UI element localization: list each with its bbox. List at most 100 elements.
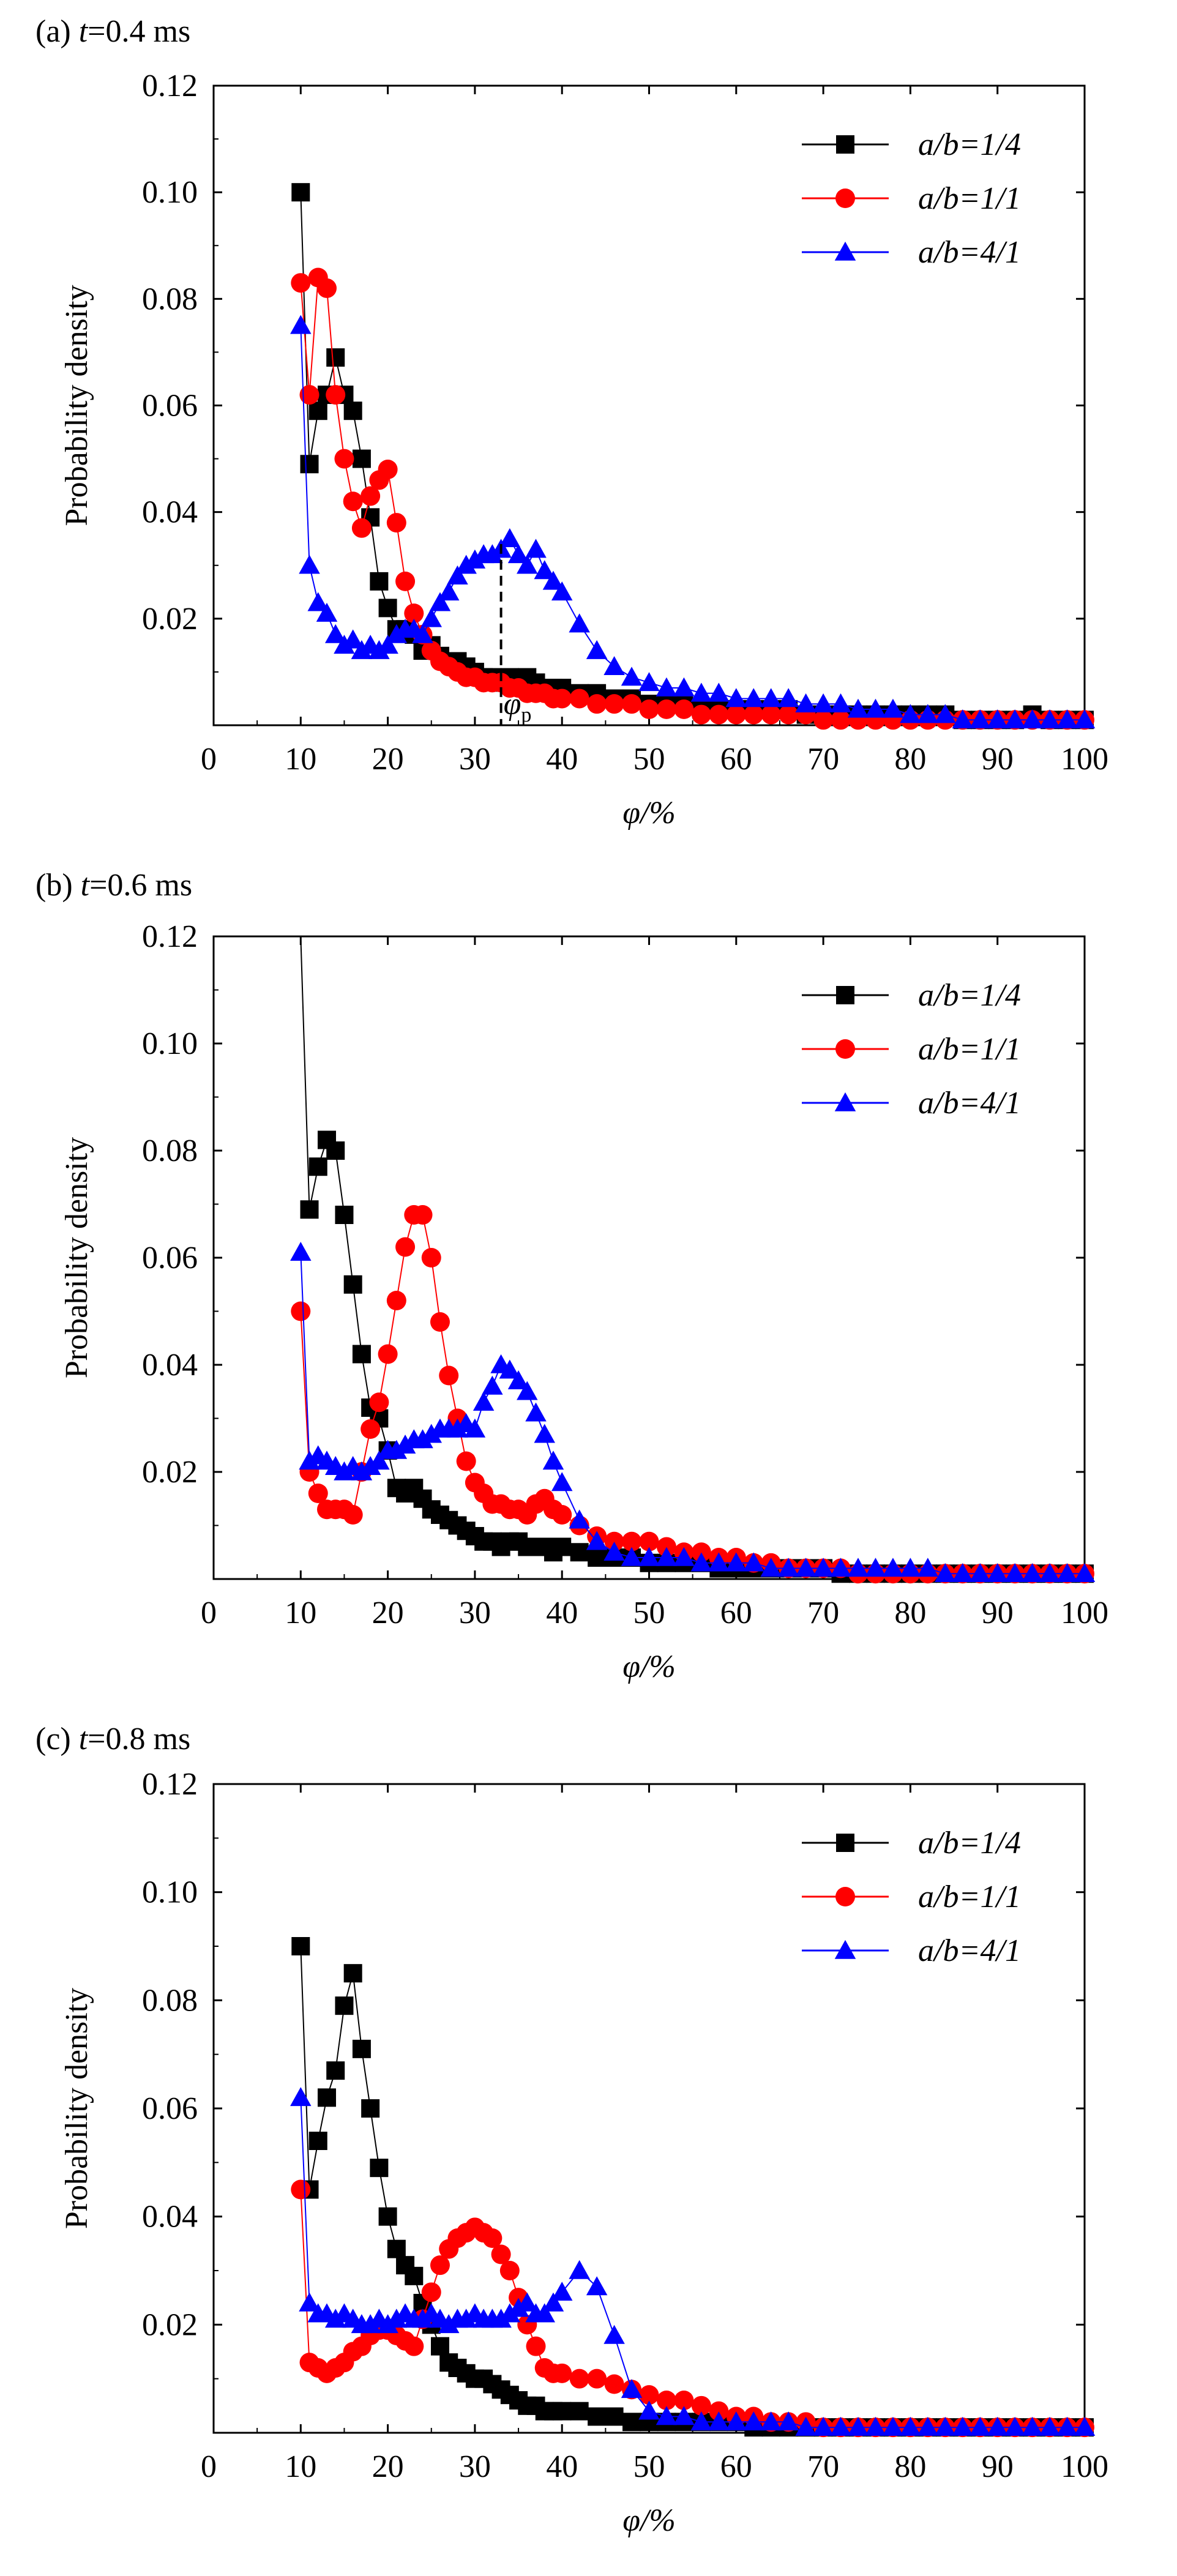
x-tick-label: 90 xyxy=(982,742,1014,777)
data-point xyxy=(386,1439,408,1459)
data-point xyxy=(622,2413,641,2432)
data-point xyxy=(603,1542,625,1561)
data-point xyxy=(334,635,355,654)
data-point xyxy=(378,460,398,479)
data-point xyxy=(969,1563,991,1583)
data-point xyxy=(691,1542,711,1562)
legend-label: a/b=4/1 xyxy=(918,235,1021,270)
data-point xyxy=(690,2411,712,2431)
data-point xyxy=(464,1418,486,1438)
data-point xyxy=(830,693,851,712)
data-point xyxy=(386,1291,406,1310)
data-point xyxy=(604,694,624,714)
data-point xyxy=(638,672,660,692)
panel-time-variable: t xyxy=(79,1722,89,1757)
data-point xyxy=(290,2087,312,2107)
legend-label: a/b=1/4 xyxy=(918,1826,1021,1861)
data-point xyxy=(420,1424,442,1443)
data-point xyxy=(969,709,991,729)
panel-time-value: =0.6 ms xyxy=(89,868,192,903)
x-tick-label: 30 xyxy=(459,742,491,777)
data-point xyxy=(673,2406,695,2425)
data-point xyxy=(795,2416,816,2436)
data-point xyxy=(482,2228,503,2248)
data-point xyxy=(291,1937,310,1955)
data-point xyxy=(369,1392,389,1413)
data-point xyxy=(447,565,468,584)
series-triangle xyxy=(290,315,1096,729)
data-point xyxy=(291,183,310,202)
x-tick-label: 60 xyxy=(720,2449,752,2484)
chart-panel-1: (a) t=0.4 ms 0 10 20 30 40 50 60 70 80 90 100 0.02 0.… xyxy=(35,14,1108,831)
x-tick-label: 60 xyxy=(720,1596,752,1630)
data-point xyxy=(542,1450,564,1470)
data-point xyxy=(316,278,337,298)
series-square xyxy=(291,1937,1094,2437)
data-point xyxy=(438,581,460,601)
data-point xyxy=(499,2261,520,2280)
x-tick-label: 0 xyxy=(201,742,217,777)
data-point xyxy=(455,2309,477,2328)
x-tick-label: 70 xyxy=(807,2449,839,2484)
data-point xyxy=(831,710,851,730)
data-point xyxy=(569,2369,589,2389)
data-point xyxy=(987,1563,1008,1583)
y-tick-label: 0.04 xyxy=(142,495,198,530)
x-tick-label: 100 xyxy=(1061,742,1108,777)
data-point xyxy=(517,1381,538,1400)
series-triangle xyxy=(290,1242,1096,1583)
data-point xyxy=(865,1558,886,1577)
data-point xyxy=(405,2266,424,2285)
data-point xyxy=(507,544,529,564)
data-point xyxy=(656,677,678,696)
x-axis-label: φ/% xyxy=(622,1649,676,1684)
data-point xyxy=(326,2061,345,2080)
data-point xyxy=(673,677,695,696)
data-point xyxy=(586,640,608,659)
data-point xyxy=(517,2292,538,2312)
data-point xyxy=(1039,1563,1061,1583)
data-point xyxy=(1056,709,1078,729)
data-point xyxy=(430,2255,450,2275)
legend-marker xyxy=(836,986,854,1004)
data-point xyxy=(377,635,398,654)
data-point xyxy=(603,2324,625,2344)
data-point xyxy=(935,1563,956,1583)
annotation-symbol: φ xyxy=(504,687,521,722)
data-point xyxy=(569,613,590,633)
y-axis-label: Probability density xyxy=(59,1137,94,1378)
data-point xyxy=(760,2411,782,2431)
data-point xyxy=(761,704,781,725)
data-point xyxy=(507,2298,529,2317)
data-point xyxy=(551,1472,573,1491)
data-point xyxy=(847,2416,869,2436)
data-point xyxy=(900,704,921,723)
series-triangle xyxy=(290,2087,1096,2436)
panel-label: (b) xyxy=(35,868,81,903)
data-point xyxy=(343,1505,363,1525)
panel-heading: (b) t=0.6 ms xyxy=(35,868,192,903)
data-point xyxy=(621,666,643,686)
data-point xyxy=(395,1237,416,1257)
data-point xyxy=(743,1552,764,1572)
y-axis-label: Probability density xyxy=(59,1988,94,2229)
data-point xyxy=(464,549,486,569)
data-point xyxy=(709,704,729,725)
data-point xyxy=(638,2400,660,2420)
data-point xyxy=(570,1543,589,1562)
data-point xyxy=(291,2179,311,2200)
data-point xyxy=(639,699,659,719)
data-point xyxy=(674,699,694,719)
data-point xyxy=(542,570,564,590)
y-tick-label: 0.12 xyxy=(142,1767,198,1802)
data-point xyxy=(361,2099,380,2118)
data-point xyxy=(1056,2416,1078,2436)
data-point xyxy=(342,629,364,649)
data-point xyxy=(378,599,397,618)
data-point xyxy=(1039,709,1061,729)
chart-panel-2: (b) t=0.6 ms 0 10 20 30 40 50 60 70 80 90 100 0.02 0.… xyxy=(35,868,1108,1684)
panel-time-value: =0.8 ms xyxy=(88,1722,190,1757)
x-tick-label: 90 xyxy=(982,1596,1014,1630)
data-point xyxy=(812,693,834,712)
